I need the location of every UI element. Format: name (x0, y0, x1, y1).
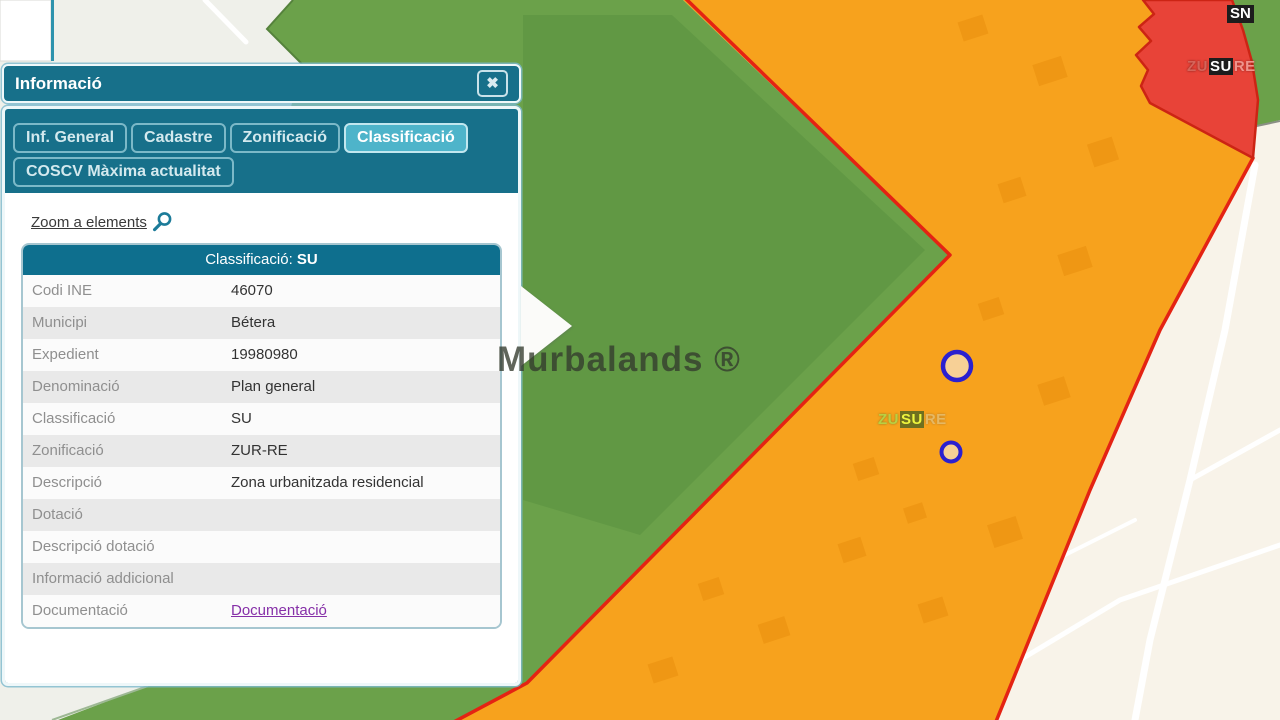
row-label: Municipi (32, 314, 88, 331)
row-value (231, 563, 500, 595)
documentation-link[interactable]: Documentació (231, 602, 327, 619)
row-value: Bétera (231, 314, 276, 331)
row-label: Descripció (32, 474, 103, 491)
zone-label-red: ZU SU RE (1186, 58, 1257, 76)
row-label: Dotació (32, 506, 83, 523)
map-roads (202, 0, 1280, 720)
table-row: Expedient 19980980 (23, 339, 500, 371)
search-icon[interactable] (151, 211, 173, 233)
row-value (231, 531, 500, 563)
close-icon[interactable]: ✖ (477, 70, 508, 97)
row-value: Zona urbanitzada residencial (231, 474, 424, 491)
map-green-edge (265, 0, 303, 65)
zone-label-corner: SN (1227, 5, 1254, 23)
dialog-body: Inf. General Cadastre Zonificació Classi… (2, 106, 521, 686)
row-label: Zonificació (32, 442, 104, 459)
map-corner-panel-edge (51, 0, 54, 61)
tab-bar: Inf. General Cadastre Zonificació Classi… (5, 109, 518, 193)
map-marker-small (939, 440, 963, 464)
tab-inf-general[interactable]: Inf. General (13, 123, 128, 153)
dialog-title: Informació (15, 73, 102, 93)
row-label: Descripció dotació (32, 538, 155, 555)
classification-table: Classificació: SU Codi INE 46070 Municip… (21, 243, 502, 629)
table-row: Zonificació ZUR-RE (23, 435, 500, 467)
map-pale-corner-edge (51, 685, 149, 720)
zone-label-part: RE (924, 411, 947, 428)
tab-cadastre[interactable]: Cadastre (131, 123, 226, 153)
zoom-row: Zoom a elements (31, 211, 508, 233)
table-row: Codi INE 46070 (23, 275, 500, 307)
table-row: Descripció dotació (23, 531, 500, 563)
map-buildings (647, 14, 1120, 684)
row-label: Denominació (32, 378, 120, 395)
info-dialog: Informació ✖ Inf. General Cadastre Zonif… (2, 64, 572, 686)
watermark: Murbalands ® (497, 340, 741, 379)
table-row: Informació addicional (23, 563, 500, 595)
row-label: Expedient (32, 346, 99, 363)
row-value: 19980980 (231, 346, 298, 363)
panel-collapse-arrow-icon[interactable] (521, 286, 572, 366)
row-value: Plan general (231, 378, 316, 395)
row-label: Informació addicional (32, 570, 174, 587)
row-value: SU (231, 410, 252, 427)
map-green-selection-overlay (523, 15, 925, 535)
tab-classificacio[interactable]: Classificació (343, 123, 468, 153)
tab-zonificacio[interactable]: Zonificació (229, 123, 340, 153)
map-corner-panel (0, 0, 52, 62)
tab-content: Zoom a elements Classificació: SU Codi I… (5, 193, 518, 683)
table-row: Documentació Documentació (23, 595, 500, 627)
zone-label-part: SU (1209, 58, 1233, 75)
dialog-header: Informació ✖ (2, 64, 521, 103)
table-header-prefix: Classificació: (205, 251, 297, 268)
tab-coscv[interactable]: COSCV Màxima actualitat (13, 157, 234, 187)
zone-label-part: RE (1233, 58, 1256, 75)
map-pale-corner (0, 686, 148, 720)
map-red-zone (1134, 0, 1260, 160)
map-red-boundaries (453, 0, 1255, 720)
row-label: Documentació (32, 602, 128, 619)
row-label: Codi INE (32, 282, 93, 299)
zone-label-part: ZU (878, 411, 899, 428)
row-value: ZUR-RE (231, 442, 288, 459)
row-label: Classificació (32, 410, 116, 427)
row-value (231, 499, 500, 531)
row-value: 46070 (231, 282, 273, 299)
map-orange-zone (450, 0, 1253, 720)
map-marker-large (940, 349, 974, 383)
zoom-to-elements-link[interactable]: Zoom a elements (31, 214, 147, 231)
table-row: Descripció Zona urbanitzada residencial (23, 467, 500, 499)
table-header-value: SU (296, 251, 318, 268)
table-row: Denominació Plan general (23, 371, 500, 403)
zone-label-orange: ZU SU RE (877, 411, 948, 429)
table-row: Classificació SU (23, 403, 500, 435)
table-row: Dotació (23, 499, 500, 531)
row-value: Documentació (231, 595, 500, 627)
zone-label-part: SU (900, 411, 924, 428)
table-row: Municipi Bétera (23, 307, 500, 339)
zone-label-part: ZU (1187, 58, 1208, 75)
table-header: Classificació: SU (23, 245, 500, 275)
